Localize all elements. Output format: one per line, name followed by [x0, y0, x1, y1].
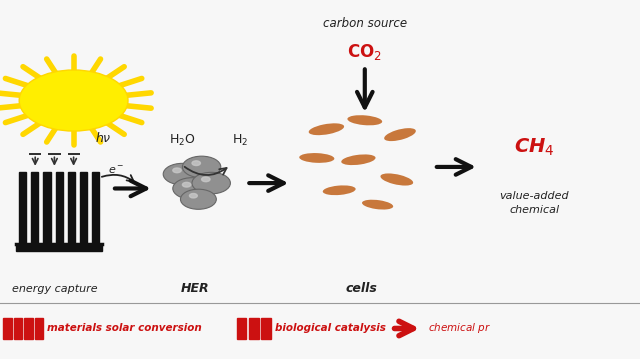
Bar — [31, 172, 38, 244]
Circle shape — [182, 182, 191, 187]
Circle shape — [202, 177, 210, 182]
Text: CO$_2$: CO$_2$ — [348, 42, 382, 62]
Ellipse shape — [323, 185, 356, 195]
Bar — [80, 172, 87, 244]
Text: carbon source: carbon source — [323, 17, 407, 30]
Bar — [44, 172, 51, 244]
Bar — [3, 318, 12, 339]
Bar — [92, 172, 99, 244]
Bar — [19, 172, 26, 244]
Text: $\it{chemical\ pr}$: $\it{chemical\ pr}$ — [428, 322, 491, 335]
Text: H$_2$O: H$_2$O — [169, 132, 196, 148]
Bar — [68, 172, 75, 244]
Bar — [261, 318, 271, 339]
Text: H$_2$: H$_2$ — [232, 132, 248, 148]
Bar — [24, 318, 33, 339]
Circle shape — [163, 163, 202, 185]
Text: value-added
chemical: value-added chemical — [500, 191, 569, 215]
Ellipse shape — [300, 153, 334, 163]
Circle shape — [182, 156, 221, 178]
Text: CH$_4$: CH$_4$ — [514, 136, 555, 158]
Circle shape — [192, 172, 230, 194]
Text: energy capture: energy capture — [12, 284, 97, 294]
Bar — [237, 318, 246, 339]
Ellipse shape — [380, 173, 413, 186]
Text: HER: HER — [181, 283, 209, 295]
Bar — [249, 318, 259, 339]
Text: biological catalysis: biological catalysis — [275, 323, 386, 334]
Ellipse shape — [341, 154, 376, 165]
Ellipse shape — [348, 115, 382, 125]
Circle shape — [180, 189, 216, 209]
Bar — [16, 244, 102, 251]
Circle shape — [192, 161, 200, 165]
Ellipse shape — [384, 128, 416, 141]
Bar — [14, 318, 22, 339]
Ellipse shape — [308, 123, 344, 135]
Text: $h\nu$: $h\nu$ — [95, 131, 111, 145]
Circle shape — [173, 178, 211, 199]
Bar — [56, 172, 63, 244]
Circle shape — [189, 194, 197, 198]
Circle shape — [173, 168, 181, 173]
Text: materials solar conversion: materials solar conversion — [47, 323, 202, 334]
Text: cells: cells — [346, 283, 378, 295]
Bar — [35, 318, 43, 339]
Circle shape — [19, 70, 128, 131]
Ellipse shape — [362, 200, 393, 210]
Text: $e^-$: $e^-$ — [108, 165, 125, 176]
